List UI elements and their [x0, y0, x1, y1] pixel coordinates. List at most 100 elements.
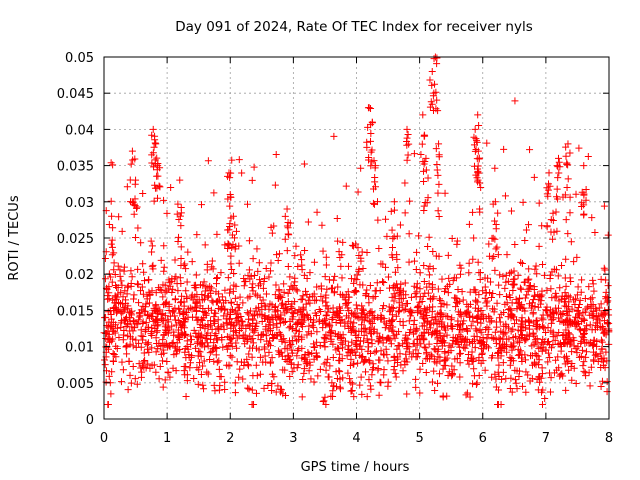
data-point: [181, 348, 189, 356]
data-point: [267, 259, 275, 267]
data-point: [556, 163, 564, 171]
data-point: [377, 379, 385, 387]
data-point: [587, 304, 595, 312]
data-point: [227, 260, 235, 268]
data-point: [137, 239, 145, 247]
data-point: [364, 104, 372, 112]
data-point: [367, 130, 375, 138]
data-point: [276, 385, 284, 393]
data-point: [163, 209, 171, 217]
data-point: [208, 257, 216, 265]
data-point: [322, 334, 330, 342]
data-point: [390, 366, 398, 374]
data-point: [390, 198, 398, 206]
data-point: [582, 353, 590, 361]
data-point: [291, 278, 299, 286]
data-point: [202, 311, 210, 319]
data-point: [154, 345, 162, 353]
data-point: [322, 261, 330, 269]
data-point: [394, 264, 402, 272]
data-point: [178, 321, 186, 329]
data-point: [152, 289, 160, 297]
data-point: [152, 368, 160, 376]
data-point: [216, 372, 224, 380]
data-point: [445, 368, 453, 376]
data-point: [159, 293, 167, 301]
data-point: [133, 280, 141, 288]
data-point: [416, 307, 424, 315]
data-point: [249, 255, 257, 263]
data-point: [116, 266, 124, 274]
data-point: [419, 292, 427, 300]
data-point: [511, 376, 519, 384]
data-point: [428, 378, 436, 386]
data-point: [380, 302, 388, 310]
data-point: [593, 338, 601, 346]
data-point: [521, 237, 529, 245]
data-point: [538, 314, 546, 322]
data-point: [294, 361, 302, 369]
data-point: [182, 362, 190, 370]
data-point: [546, 388, 554, 396]
data-point: [250, 163, 258, 171]
data-point: [489, 234, 497, 242]
data-point: [260, 384, 268, 392]
data-point: [469, 380, 477, 388]
data-point: [303, 310, 311, 318]
x-tick-label: 7: [542, 431, 550, 446]
data-point: [521, 307, 529, 315]
data-point: [156, 306, 164, 314]
data-point: [226, 336, 234, 344]
data-point: [108, 236, 116, 244]
data-point: [521, 318, 529, 326]
data-point: [310, 343, 318, 351]
data-point: [468, 355, 476, 363]
data-point: [124, 386, 132, 394]
data-point: [170, 331, 178, 339]
data-point: [365, 299, 373, 307]
data-point: [316, 341, 324, 349]
data-point: [508, 299, 516, 307]
data-point: [379, 305, 387, 313]
data-point: [473, 138, 481, 146]
data-point: [235, 304, 243, 312]
data-point: [339, 331, 347, 339]
data-point: [134, 265, 142, 273]
data-point: [517, 322, 525, 330]
data-point: [320, 360, 328, 368]
data-point: [591, 351, 599, 359]
data-point: [156, 183, 164, 191]
data-point: [192, 304, 200, 312]
data-point: [509, 325, 517, 333]
data-point: [102, 334, 110, 342]
data-point: [554, 353, 562, 361]
data-point: [192, 313, 200, 321]
data-point: [276, 316, 284, 324]
data-point: [588, 294, 596, 302]
data-point: [449, 340, 457, 348]
data-point: [491, 266, 499, 274]
data-point: [465, 360, 473, 368]
data-point: [573, 307, 581, 315]
data-point: [515, 367, 523, 375]
data-point: [533, 325, 541, 333]
data-point: [477, 319, 485, 327]
data-point: [588, 310, 596, 318]
data-point: [139, 189, 147, 197]
data-point: [115, 334, 123, 342]
data-point: [603, 388, 611, 396]
data-point: [588, 214, 596, 222]
data-point: [338, 355, 346, 363]
data-point: [130, 291, 138, 299]
data-point: [175, 215, 183, 223]
data-point: [148, 287, 156, 295]
data-point: [176, 274, 184, 282]
data-point: [576, 296, 584, 304]
data-point: [353, 271, 361, 279]
data-point: [435, 180, 443, 188]
data-point: [298, 261, 306, 269]
data-point: [226, 289, 234, 297]
data-point: [271, 181, 279, 189]
data-point: [227, 169, 235, 177]
data-point: [560, 331, 568, 339]
